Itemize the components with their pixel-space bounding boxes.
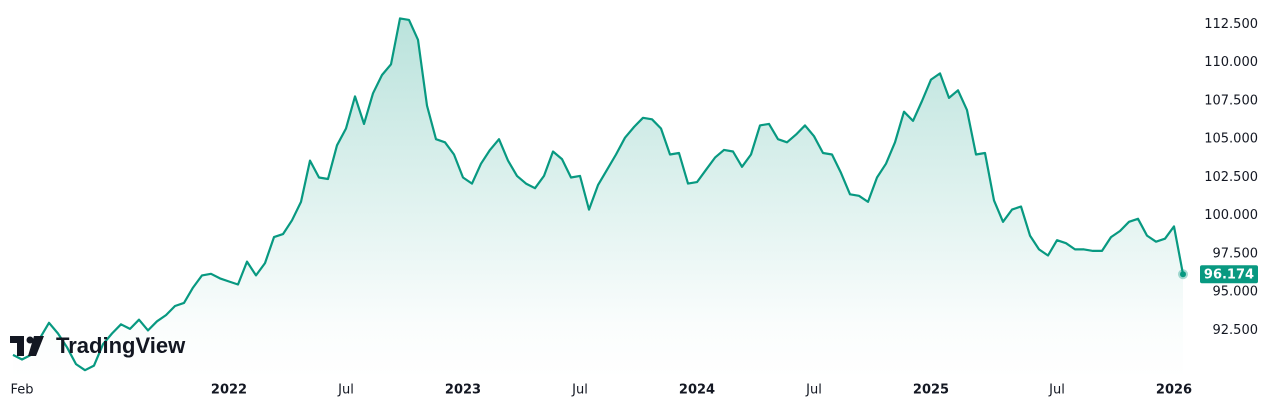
x-tick-label: Jul	[805, 383, 822, 398]
logo-mark	[28, 336, 44, 356]
y-tick-label: 107.500	[1204, 93, 1258, 108]
y-tick-label: 112.500	[1204, 17, 1258, 32]
y-tick-label: 105.000	[1204, 132, 1258, 147]
x-tick-label: 2023	[445, 383, 481, 398]
x-tick-label: Feb	[10, 383, 33, 398]
x-tick-label: 2026	[1156, 383, 1192, 398]
x-tick-label: 2024	[679, 383, 715, 398]
price-badge-label: 96.174	[1204, 268, 1254, 283]
x-tick-label: Jul	[337, 383, 354, 398]
x-tick-label: 2022	[211, 383, 247, 398]
y-tick-label: 100.000	[1204, 208, 1258, 223]
y-tick-label: 102.500	[1204, 170, 1258, 185]
price-badge	[1200, 265, 1258, 284]
y-tick-label: 97.500	[1213, 246, 1259, 261]
x-tick-label: Jul	[1048, 383, 1065, 398]
logo-mark	[10, 336, 24, 356]
watermark: TradingView	[10, 333, 186, 358]
plot	[12, 17, 1188, 380]
logo-dot	[26, 336, 34, 344]
line	[12, 17, 1185, 372]
last-point	[1180, 271, 1186, 278]
y-tick-label: 110.000	[1204, 55, 1258, 70]
y-tick-label: 95.000	[1213, 285, 1259, 300]
x-tick-label: 2025	[913, 383, 949, 398]
watermark-text: TradingView	[56, 333, 186, 358]
area	[13, 18, 1183, 380]
y-tick-label: 92.500	[1213, 323, 1259, 338]
x-tick-label: Jul	[571, 383, 588, 398]
